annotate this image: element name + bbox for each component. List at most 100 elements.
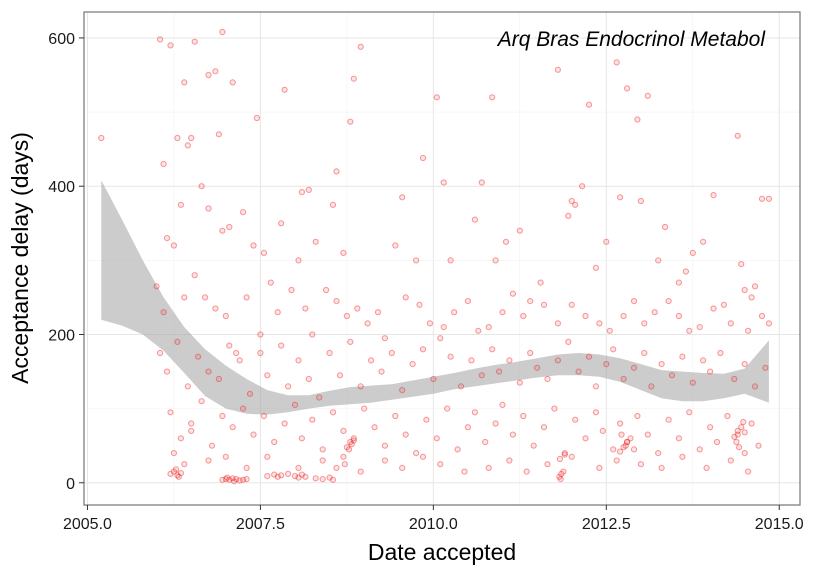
data-point (181, 294, 188, 301)
data-point (274, 473, 281, 480)
data-point (215, 375, 222, 383)
data-point (295, 257, 302, 264)
data-point (413, 257, 420, 264)
data-point (374, 309, 382, 316)
data-point (229, 424, 236, 431)
y-axis-title: Acceptance delay (days) (7, 132, 33, 384)
data-point (592, 383, 600, 390)
confidence-band-area (101, 180, 769, 415)
data-point (696, 324, 703, 331)
data-point (257, 349, 264, 357)
data-point (198, 183, 205, 190)
panel-title: Arq Bras Endocrinol Metabol (496, 28, 767, 51)
data-point (219, 412, 226, 420)
data-point (157, 349, 164, 357)
data-point (620, 312, 627, 320)
data-point (575, 368, 582, 375)
data-point (444, 405, 451, 412)
data-point (713, 438, 721, 446)
data-point (506, 457, 513, 464)
data-point (278, 342, 285, 349)
data-point (350, 75, 357, 82)
data-point (596, 464, 603, 471)
data-point (177, 470, 184, 477)
data-points (98, 28, 773, 485)
data-point (489, 94, 496, 101)
data-point (561, 450, 568, 457)
data-point (758, 195, 766, 202)
data-point (655, 450, 662, 457)
data-point (357, 43, 364, 50)
data-point (157, 36, 164, 43)
x-tick-label: 2010.0 (409, 516, 458, 533)
data-point (236, 477, 243, 484)
data-point (271, 438, 278, 446)
data-point (224, 474, 231, 481)
data-point (329, 409, 337, 416)
data-point (530, 442, 537, 449)
data-point (347, 438, 354, 446)
data-point (278, 472, 285, 479)
axis-ticks (79, 37, 780, 510)
data-point (281, 420, 288, 427)
data-point (610, 446, 617, 453)
data-point (350, 435, 357, 442)
data-point (478, 179, 485, 186)
data-point (381, 442, 388, 449)
data-point (634, 412, 641, 420)
y-tick-label: 400 (48, 179, 75, 196)
data-point (153, 283, 160, 290)
data-point (212, 68, 219, 75)
data-point (212, 305, 219, 312)
data-point (471, 409, 478, 416)
data-point (554, 357, 562, 364)
data-point (736, 444, 743, 451)
data-point (447, 257, 454, 264)
data-point (399, 194, 406, 201)
y-tick-label: 0 (66, 476, 75, 493)
data-point (509, 431, 517, 438)
data-point (734, 132, 741, 139)
data-point (191, 272, 198, 279)
data-point (502, 238, 510, 245)
data-point (177, 435, 184, 442)
data-point (520, 412, 527, 420)
data-point (160, 309, 167, 316)
data-point (260, 412, 267, 420)
data-point (319, 457, 326, 464)
data-point (741, 450, 748, 457)
data-point (226, 342, 233, 349)
data-point (624, 438, 631, 446)
data-point (679, 353, 686, 360)
data-point (765, 320, 773, 327)
data-point (540, 424, 548, 431)
data-point (260, 249, 267, 256)
data-point (758, 312, 766, 320)
data-point (741, 286, 748, 294)
data-point (447, 353, 454, 360)
data-point (170, 450, 177, 457)
data-point (658, 361, 665, 368)
data-point (295, 474, 302, 481)
data-point (624, 85, 631, 92)
x-tick-label: 2007.5 (236, 516, 285, 533)
data-point (348, 441, 355, 448)
data-point (461, 468, 468, 475)
data-point (748, 420, 755, 427)
y-tick-label: 200 (48, 327, 75, 344)
data-point (250, 242, 257, 249)
x-tick-label: 2012.5 (582, 516, 631, 533)
data-point (236, 357, 243, 364)
data-point (333, 464, 340, 471)
data-point (98, 134, 105, 142)
data-point (582, 312, 589, 320)
data-point (205, 368, 212, 375)
data-point (620, 444, 627, 451)
data-point (229, 79, 236, 86)
data-point (717, 349, 724, 357)
data-point (741, 361, 748, 368)
data-point (202, 294, 209, 301)
data-point (264, 372, 271, 379)
data-point (689, 379, 696, 386)
data-point (644, 431, 651, 438)
